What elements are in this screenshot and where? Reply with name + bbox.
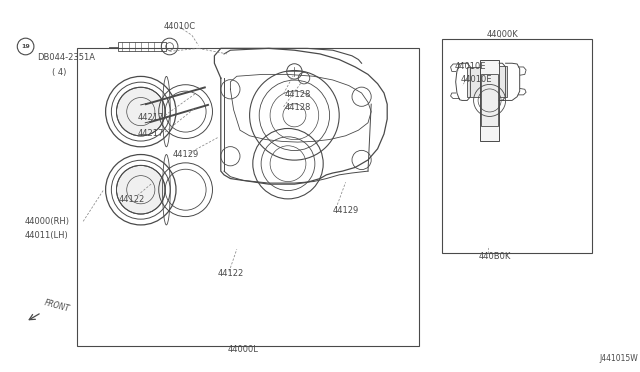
Text: 44000L: 44000L: [227, 345, 258, 354]
Text: 44122: 44122: [218, 269, 244, 278]
Text: 44129: 44129: [333, 206, 359, 215]
Text: 44122: 44122: [118, 195, 145, 203]
Bar: [480, 60, 499, 141]
Bar: [481, 74, 498, 126]
Text: 44217: 44217: [138, 113, 164, 122]
Text: 44000K: 44000K: [486, 30, 518, 39]
Text: 44011(LH): 44011(LH): [24, 231, 68, 240]
Text: DB044-2351A: DB044-2351A: [37, 53, 95, 62]
Text: 44128: 44128: [285, 90, 311, 99]
Text: 44010E: 44010E: [454, 62, 486, 71]
Text: 44000(RH): 44000(RH): [24, 217, 69, 226]
Bar: [118, 42, 166, 51]
Ellipse shape: [116, 87, 165, 136]
Text: 440B0K: 440B0K: [479, 252, 511, 261]
Text: 44217: 44217: [138, 129, 164, 138]
Bar: [77, 48, 419, 346]
Text: 44010E: 44010E: [461, 76, 492, 84]
Bar: [499, 66, 507, 97]
Text: 44010C: 44010C: [163, 22, 195, 31]
Text: FRONT: FRONT: [43, 298, 70, 314]
Text: 44129: 44129: [173, 150, 199, 159]
Text: 44128: 44128: [285, 103, 311, 112]
Ellipse shape: [116, 166, 165, 214]
Bar: [442, 39, 592, 253]
Text: ( 4): ( 4): [52, 68, 67, 77]
Text: J441015W: J441015W: [599, 354, 638, 363]
Bar: [467, 67, 480, 97]
Text: 19: 19: [21, 44, 30, 49]
